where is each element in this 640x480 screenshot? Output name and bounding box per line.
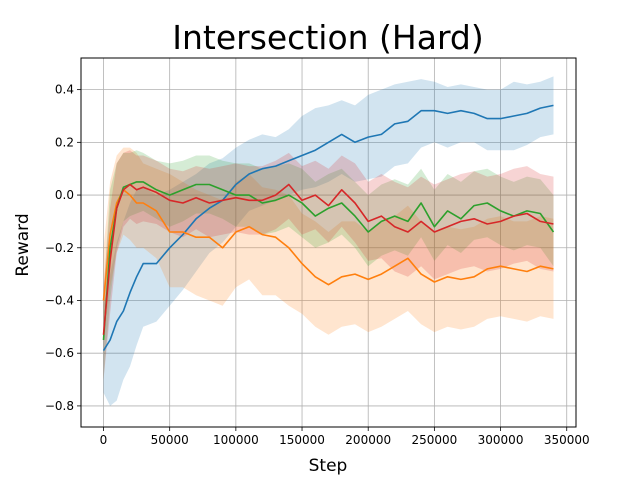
series-3-band (103, 150, 554, 380)
x-tick-label: 200000 (345, 433, 391, 447)
y-axis-label: Reward (13, 213, 33, 276)
x-tick-label: 350000 (544, 433, 590, 447)
x-axis-ticks: 0 50000 100000 150000 200000 250000 300000 3500… (100, 427, 590, 447)
series-2-line (102, 189, 554, 301)
x-tick-label: 150000 (279, 433, 325, 447)
y-tick-label: −0.6 (45, 346, 74, 360)
y-axis-ticks: −0.8 −0.6 −0.4 −0.2 0.0 0.2 0.4 (45, 83, 81, 413)
y-tick-label: −0.2 (45, 241, 74, 255)
x-tick-label: 250000 (411, 433, 457, 447)
x-tick-label: 50000 (151, 433, 189, 447)
plot-frame (80, 57, 577, 428)
y-tick-label: 0.2 (55, 135, 74, 149)
series-4-band (103, 150, 554, 380)
series-1-line (102, 104, 554, 352)
x-tick-label: 100000 (213, 433, 259, 447)
y-tick-label: 0.0 (55, 188, 74, 202)
series-lines (102, 104, 555, 352)
series-3-line (102, 181, 555, 341)
y-tick-label: 0.4 (55, 83, 74, 97)
x-axis-label: Step (309, 456, 348, 476)
x-tick-label: 0 (100, 433, 108, 447)
chart-title: Intersection (Hard) (172, 18, 484, 57)
series-4-line (102, 183, 554, 335)
y-tick-label: −0.4 (45, 293, 74, 307)
y-tick-label: −0.8 (45, 399, 74, 413)
x-tick-label: 300000 (478, 433, 524, 447)
series-2-band (103, 147, 554, 340)
